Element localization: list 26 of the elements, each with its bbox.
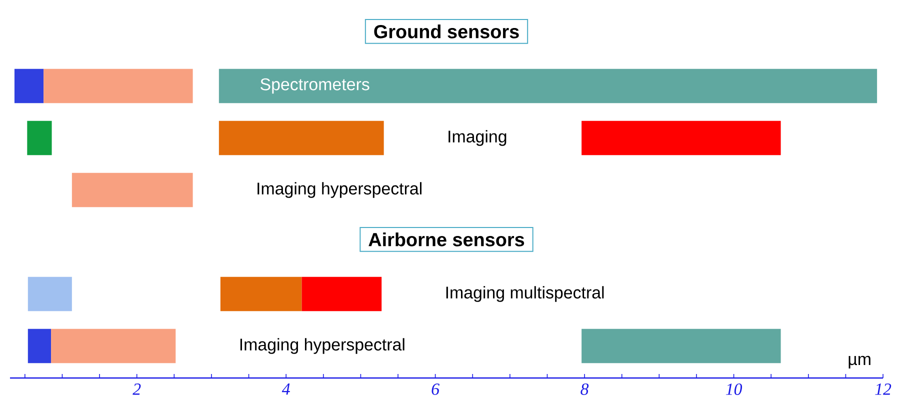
bar [51,328,176,364]
bar [72,172,193,208]
x-tick-label: 12 [875,384,892,395]
annotation: Airborne sensors [368,232,524,246]
y-tick-label: Imaging hyperspectral [240,338,404,354]
bar [218,120,384,156]
bar [28,276,72,312]
chart-title: Ground sensors [374,24,519,38]
bar [28,328,52,364]
bar [218,68,878,104]
bar [44,68,193,104]
x-tick-label: 8 [580,384,589,395]
bar [582,328,781,364]
x-tick-label: 4 [282,384,290,395]
y-tick-label: Imaging multispectral [446,286,604,302]
y-tick-label: Imaging [448,130,506,146]
bar [14,68,44,104]
x-tick-label: 10 [726,384,742,395]
x-tick-label: 6 [432,384,440,395]
bar [220,276,302,312]
x-axis-title: µm [848,356,870,368]
bar [302,276,382,312]
y-tick-label: Imaging hyperspectral [258,182,422,198]
x-tick-label: 2 [132,384,141,395]
y-tick-label: Spectrometers [260,78,370,94]
bar [27,120,52,156]
